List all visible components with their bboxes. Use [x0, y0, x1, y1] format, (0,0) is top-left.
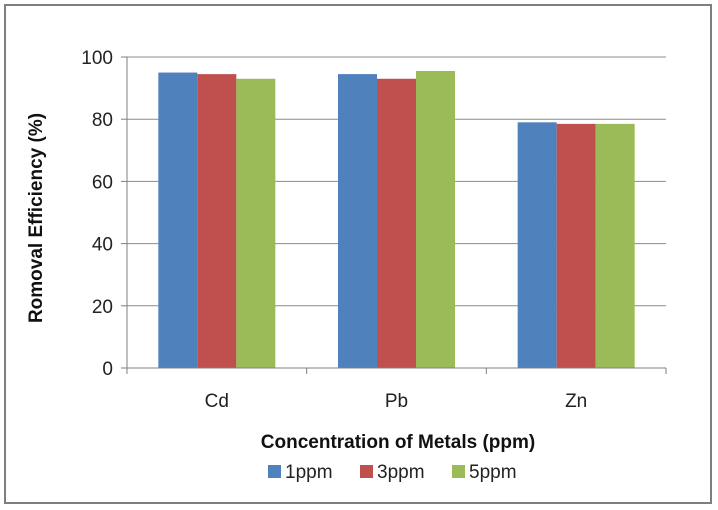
bar-1ppm-Cd — [158, 72, 198, 369]
bar-5ppm-Zn — [595, 123, 635, 369]
x-tick-label: Cd — [205, 391, 229, 412]
legend-label: 1ppm — [285, 462, 333, 483]
legend-swatch — [360, 465, 373, 478]
legend: 1ppm 3ppm 5ppm — [268, 462, 517, 483]
y-tick-label: 40 — [92, 235, 113, 256]
y-axis-title: Romoval Efficiency (%) — [26, 113, 47, 323]
bar-5ppm-Cd — [236, 78, 276, 369]
y-tick-label: 100 — [81, 48, 113, 69]
bar-1ppm-Pb — [338, 74, 377, 368]
y-tick-labels: 0 20 40 60 80 100 — [81, 48, 113, 380]
legend-swatch — [268, 465, 281, 478]
bar-3ppm-Cd — [197, 74, 237, 368]
x-tick-label: Pb — [385, 391, 408, 412]
bar-3ppm-Zn — [556, 123, 596, 369]
legend-swatch — [452, 465, 465, 478]
y-tick-label: 0 — [102, 359, 113, 380]
y-tick-label: 20 — [92, 297, 113, 318]
y-tick-label: 60 — [92, 172, 113, 193]
y-tick-label: 80 — [92, 110, 113, 131]
x-tick-labels: Cd Pb Zn — [205, 391, 588, 412]
bar-1ppm-Zn — [517, 122, 557, 368]
x-axis-title: Concentration of Metals (ppm) — [261, 432, 535, 453]
legend-label: 5ppm — [469, 462, 517, 483]
x-tick-label: Zn — [565, 391, 587, 412]
bars — [158, 70, 635, 369]
bar-5ppm-Pb — [416, 70, 455, 369]
axes — [121, 56, 667, 374]
bar-3ppm-Pb — [377, 78, 416, 369]
legend-label: 3ppm — [377, 462, 425, 483]
